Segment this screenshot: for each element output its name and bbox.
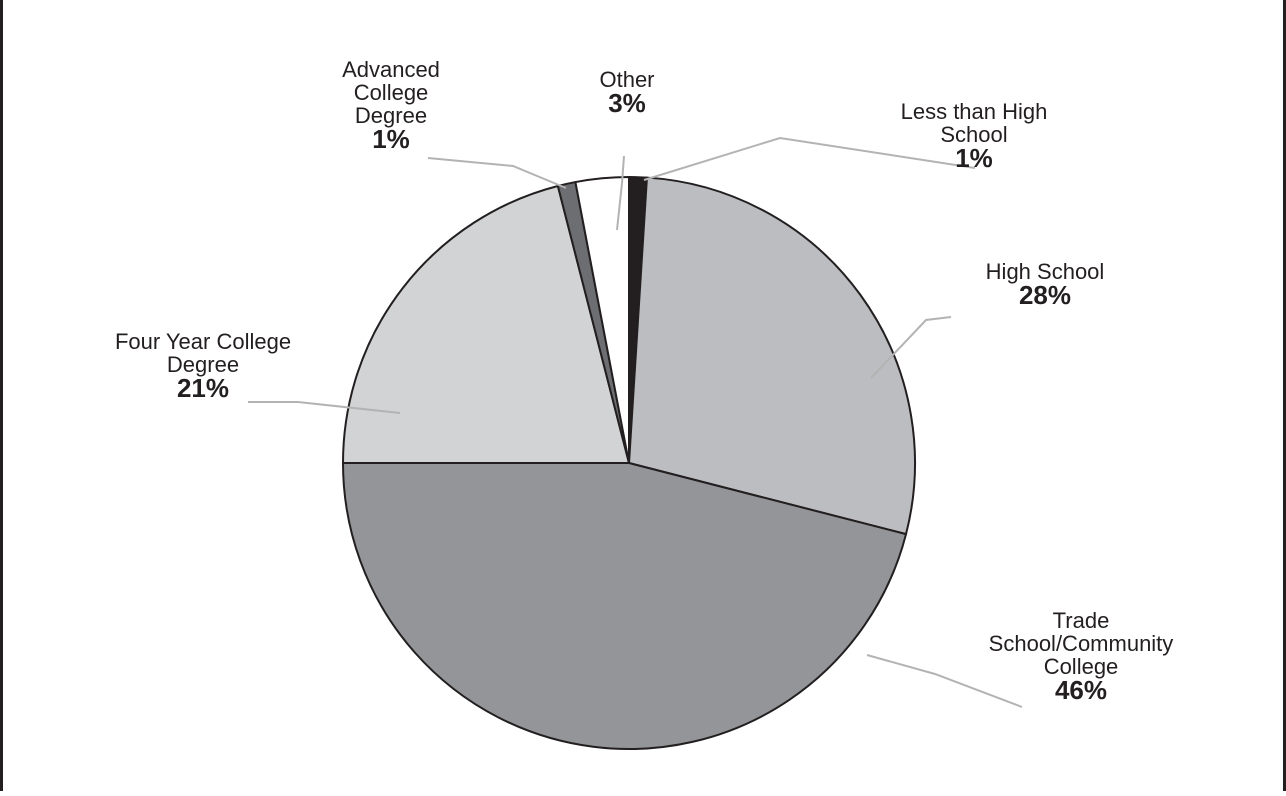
slice-value-four-year-college-degree: 21%: [177, 373, 229, 403]
frame-right-border: [1283, 0, 1286, 791]
slice-four-year-college-degree: [342, 184, 630, 464]
slice-other: [574, 176, 630, 464]
slice-label-trade-school-community-college: College: [1044, 654, 1119, 679]
slice-high-school: [628, 176, 916, 536]
leader-line-high-school: [870, 316, 952, 379]
slice-label-other: Other: [599, 67, 654, 92]
slice-value-other: 3%: [608, 88, 646, 118]
leader-line-other: [616, 155, 625, 231]
slice-label-four-year-college-degree: Four Year College: [115, 329, 291, 354]
slice-label-less-than-high-school: Less than High: [901, 99, 1048, 124]
slice-value-trade-school-community-college: 46%: [1055, 675, 1107, 705]
leader-line-less-than-high-school: [643, 136, 976, 181]
slice-label-trade-school-community-college: School/Community: [989, 631, 1174, 656]
slice-label-trade-school-community-college: Trade: [1053, 608, 1110, 633]
slice-label-advanced-college-degree: College: [354, 80, 429, 105]
slice-value-less-than-high-school: 1%: [955, 143, 993, 173]
leader-lines: [248, 136, 1023, 708]
pie-slices: [342, 176, 916, 750]
leader-line-trade-school-community-college: [866, 654, 1023, 708]
slice-label-advanced-college-degree: Advanced: [342, 57, 440, 82]
slice-label-advanced-college-degree: Degree: [355, 103, 427, 128]
leader-line-four-year-college-degree: [248, 401, 401, 414]
slice-value-advanced-college-degree: 1%: [372, 124, 410, 154]
leader-line-advanced-college-degree: [427, 157, 567, 189]
slice-trade-school-community-college: [342, 462, 908, 750]
slice-value-high-school: 28%: [1019, 280, 1071, 310]
frame-left-border: [0, 0, 3, 791]
slice-label-less-than-high-school: School: [940, 122, 1007, 147]
slice-label-high-school: High School: [986, 259, 1105, 284]
slice-label-four-year-college-degree: Degree: [167, 352, 239, 377]
